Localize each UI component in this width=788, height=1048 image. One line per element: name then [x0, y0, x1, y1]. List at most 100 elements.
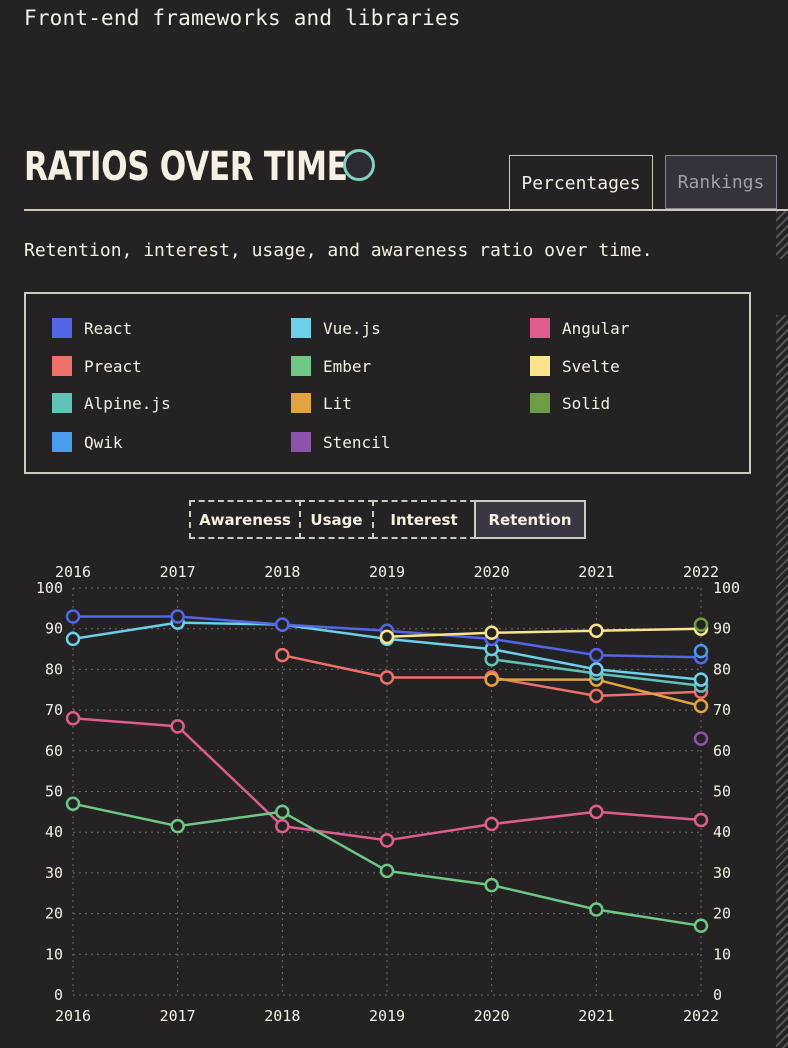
legend-item-ember[interactable]: Ember — [291, 356, 371, 376]
data-point-svelte — [484, 625, 499, 641]
data-point-angular — [275, 818, 290, 834]
x-tick-label-top: 2017 — [160, 563, 196, 581]
data-point-angular — [693, 812, 709, 828]
legend-swatch-solid — [530, 393, 550, 413]
y-tick-label-left: 10 — [45, 945, 63, 963]
block-description: Retention, interest, usage, and awarenes… — [24, 240, 653, 261]
legend-item-solid[interactable]: Solid — [530, 393, 610, 413]
legend-swatch-lit — [291, 393, 311, 413]
data-point-stencil — [693, 731, 709, 746]
y-tick-label-right: 80 — [713, 660, 731, 678]
y-tick-label-right: 70 — [713, 701, 731, 719]
data-point-react — [589, 647, 604, 663]
legend-item-stencil[interactable]: Stencil — [291, 432, 390, 452]
x-tick-label-top: 2021 — [578, 563, 614, 581]
y-tick-label-right: 10 — [713, 945, 731, 963]
tab-rankings[interactable]: Rankings — [665, 155, 777, 209]
legend-item-qwik[interactable]: Qwik — [52, 432, 123, 452]
y-tick-label-right: 30 — [713, 864, 731, 882]
data-point-solid — [693, 617, 709, 632]
legend-label: Preact — [84, 356, 142, 376]
data-point-preact — [589, 688, 604, 704]
legend-label: Lit — [323, 393, 352, 413]
legend-item-alpinejs[interactable]: Alpine.js — [52, 393, 171, 413]
legend-item-lit[interactable]: Lit — [291, 393, 352, 413]
y-tick-label-left: 40 — [45, 823, 63, 841]
legend-label: Angular — [562, 318, 630, 338]
y-tick-label-right: 20 — [713, 905, 731, 923]
series-line-angular — [72, 716, 702, 842]
data-point-vue-js — [65, 631, 81, 647]
metric-button-usage[interactable]: Usage — [299, 500, 374, 539]
metric-button-awareness[interactable]: Awareness — [189, 500, 301, 539]
legend-label: Solid — [562, 393, 611, 413]
x-tick-label-bottom: 2018 — [264, 1007, 300, 1025]
metric-button-interest[interactable]: Interest — [372, 500, 476, 539]
y-tick-label-right: 90 — [713, 620, 731, 638]
data-point-angular — [589, 804, 604, 820]
legend-swatch-vuejs — [291, 318, 311, 338]
data-point-ember — [65, 796, 81, 811]
legend-swatch-react — [52, 318, 72, 338]
legend-item-preact[interactable]: Preact — [52, 356, 142, 376]
data-point-ember — [170, 818, 185, 834]
block-title: RATIOS OVER TIME — [24, 144, 348, 190]
x-tick-label-bottom: 2022 — [683, 1007, 719, 1025]
metric-button-retention[interactable]: Retention — [474, 500, 586, 539]
data-point-ember — [589, 902, 604, 917]
y-tick-label-right: 0 — [713, 986, 722, 1004]
data-point-preact — [379, 670, 395, 685]
legend-swatch-angular — [530, 318, 550, 338]
y-tick-label-left: 50 — [45, 783, 63, 801]
x-tick-label-top: 2020 — [474, 563, 510, 581]
x-tick-label-top: 2019 — [369, 563, 405, 581]
data-point-react — [65, 609, 81, 624]
section-title: Front-end frameworks and libraries — [24, 6, 461, 30]
y-tick-label-right: 100 — [713, 579, 740, 597]
y-tick-label-left: 30 — [45, 864, 63, 882]
legend-label: Svelte — [562, 356, 620, 376]
data-point-svelte — [589, 623, 604, 638]
data-point-react — [275, 617, 290, 632]
x-tick-label-bottom: 2021 — [578, 1007, 614, 1025]
legend-item-angular[interactable]: Angular — [530, 318, 629, 338]
x-tick-label-bottom: 2016 — [55, 1007, 91, 1025]
legend-label: Ember — [323, 356, 372, 376]
legend-swatch-stencil — [291, 432, 311, 452]
data-point-qwik — [693, 643, 709, 659]
x-tick-label-bottom: 2020 — [474, 1007, 510, 1025]
x-tick-label-top: 2022 — [683, 563, 719, 581]
data-point-ember — [379, 863, 395, 879]
y-tick-label-right: 50 — [713, 783, 731, 801]
data-point-vue-js — [693, 672, 709, 687]
chart-legend: React Vue.js Angular Preact Ember Svelte… — [24, 292, 751, 474]
data-point-ember — [275, 804, 290, 820]
legend-label: Qwik — [84, 432, 123, 452]
data-point-ember — [484, 877, 499, 893]
data-point-angular — [484, 816, 499, 832]
legend-label: Stencil — [323, 432, 391, 452]
legend-swatch-ember — [291, 356, 311, 376]
y-tick-label-left: 100 — [36, 579, 63, 597]
metric-toggle-group: Awareness Usage Interest Retention — [189, 500, 586, 539]
legend-swatch-alpinejs — [52, 393, 72, 413]
legend-item-svelte[interactable]: Svelte — [530, 356, 620, 376]
legend-item-react[interactable]: React — [52, 318, 132, 338]
legend-swatch-preact — [52, 356, 72, 376]
chart-series-points — [65, 609, 709, 934]
legend-item-vuejs[interactable]: Vue.js — [291, 318, 381, 338]
chart-series-lines — [72, 615, 702, 928]
y-tick-label-left: 0 — [54, 986, 63, 1004]
legend-swatch-qwik — [52, 432, 72, 452]
y-tick-label-right: 60 — [713, 742, 731, 760]
side-stripe-decoration — [776, 211, 788, 259]
tab-percentages[interactable]: Percentages — [509, 155, 653, 211]
chart-grid — [72, 587, 702, 996]
data-point-react — [170, 609, 185, 624]
data-point-preact — [275, 647, 290, 663]
data-point-angular — [65, 710, 81, 726]
y-tick-label-right: 40 — [713, 823, 731, 841]
x-tick-label-top: 2018 — [264, 563, 300, 581]
data-point-angular — [170, 719, 185, 734]
